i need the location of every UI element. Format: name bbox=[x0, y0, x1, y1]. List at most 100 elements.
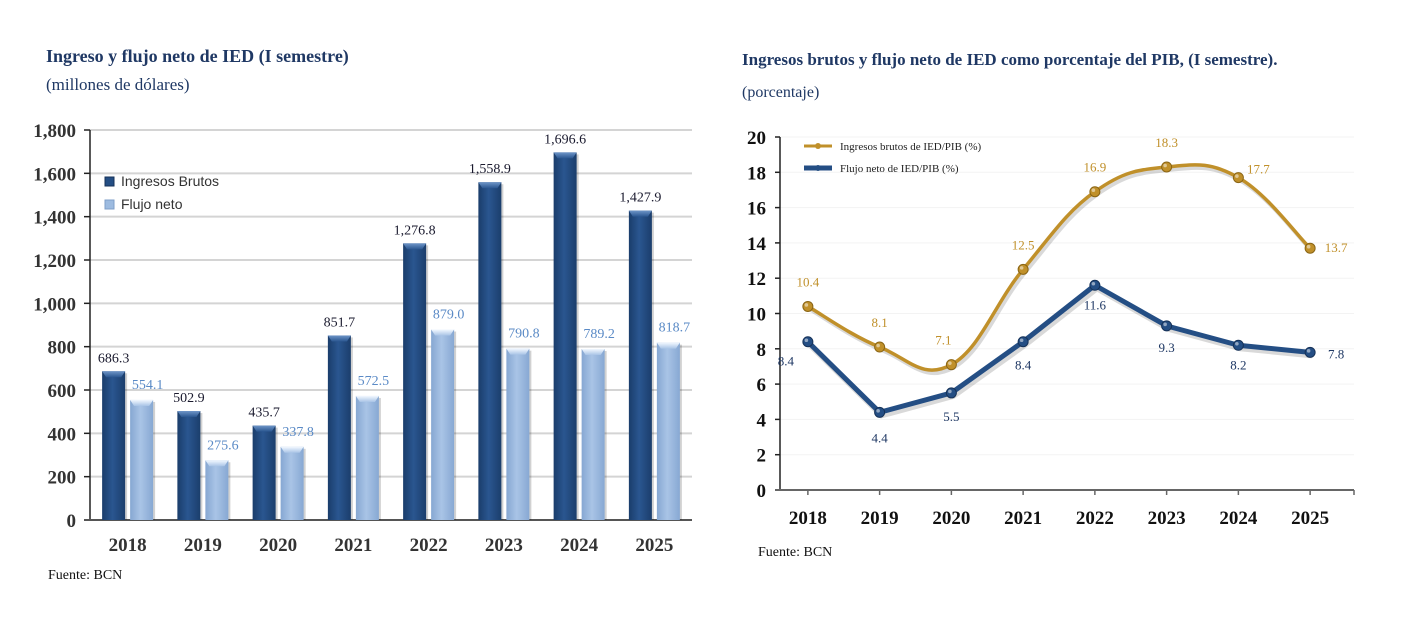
bar-flujo-neto bbox=[355, 395, 379, 520]
bar-flujo-neto bbox=[581, 349, 605, 520]
bar-bevel bbox=[431, 329, 455, 336]
x-tick-label: 2024 bbox=[560, 535, 599, 556]
data-point bbox=[1017, 263, 1029, 275]
data-label: 554.1 bbox=[132, 378, 164, 393]
data-label: 1,558.9 bbox=[469, 162, 511, 177]
y-tick-label: 1,800 bbox=[33, 121, 76, 142]
y-tick-label: 1,600 bbox=[33, 164, 76, 185]
data-point-highlight bbox=[1306, 244, 1311, 249]
data-label: 790.8 bbox=[508, 327, 540, 342]
bar-ingresos-brutos bbox=[478, 182, 502, 520]
data-label: 818.7 bbox=[659, 321, 691, 336]
data-point-highlight bbox=[1091, 188, 1096, 193]
y-tick-label: 0 bbox=[757, 481, 767, 502]
y-tick-label: 2 bbox=[757, 446, 767, 467]
y-tick-label: 1,000 bbox=[33, 294, 76, 315]
legend-label: Ingresos Brutos bbox=[121, 173, 219, 189]
y-tick-label: 4 bbox=[757, 410, 767, 431]
y-tick-label: 16 bbox=[747, 199, 766, 220]
data-point-highlight bbox=[1306, 349, 1311, 353]
data-label: 10.4 bbox=[797, 274, 820, 289]
data-label: 8.1 bbox=[872, 315, 888, 330]
y-tick-label: 14 bbox=[747, 234, 767, 255]
data-point-highlight bbox=[1091, 281, 1096, 286]
x-tick-label: 2019 bbox=[861, 508, 899, 529]
data-point-highlight bbox=[876, 343, 880, 348]
data-point-highlight bbox=[1019, 338, 1024, 343]
data-label: 7.8 bbox=[1328, 346, 1344, 361]
bar-bevel bbox=[403, 243, 427, 250]
line-ingresos-brutos bbox=[806, 163, 1312, 372]
data-label: 572.5 bbox=[358, 374, 390, 389]
data-point-highlight bbox=[804, 303, 809, 307]
bar-chart-subtitle: (millones de dólares) bbox=[46, 75, 190, 94]
y-tick-label: 200 bbox=[48, 468, 77, 489]
bar-bevel bbox=[130, 399, 154, 406]
data-label: 686.3 bbox=[98, 351, 130, 366]
bar-bevel bbox=[506, 348, 530, 355]
y-tick-label: 20 bbox=[747, 128, 766, 149]
y-tick-label: 8 bbox=[757, 340, 767, 361]
data-label: 1,696.6 bbox=[544, 132, 586, 147]
data-label: 8.4 bbox=[778, 354, 795, 369]
data-point bbox=[1304, 242, 1316, 254]
x-tick-label: 2018 bbox=[109, 535, 147, 556]
y-tick-label: 0 bbox=[67, 511, 77, 532]
bar-ingresos-brutos bbox=[102, 371, 126, 520]
x-tick-label: 2023 bbox=[1148, 508, 1186, 529]
data-label: 1,276.8 bbox=[394, 223, 436, 238]
data-point bbox=[802, 300, 814, 312]
y-tick-label: 1,400 bbox=[33, 208, 76, 229]
data-label: 13.7 bbox=[1325, 240, 1348, 255]
y-tick-label: 10 bbox=[747, 305, 766, 326]
data-label: 18.3 bbox=[1155, 135, 1178, 150]
data-label: 789.2 bbox=[583, 327, 615, 342]
bar-chart-title: Ingreso y flujo neto de IED (I semestre) bbox=[46, 46, 349, 66]
line-chart: 0 2 4 6 8 10 12 14 16 18 20 2018 2019 2020 2021 2022 202… bbox=[747, 128, 1355, 529]
legend-label: Ingresos brutos de IED/PIB (%) bbox=[840, 141, 981, 153]
x-tick-label: 2018 bbox=[789, 508, 827, 529]
bar-flujo-neto bbox=[656, 342, 680, 520]
data-label: 337.8 bbox=[282, 425, 314, 440]
x-tick-label: 2025 bbox=[1291, 508, 1329, 529]
data-point-highlight bbox=[876, 409, 880, 413]
line-chart-subtitle: (porcentaje) bbox=[742, 84, 820, 101]
bar-flujo-neto bbox=[431, 329, 455, 520]
data-label: 9.3 bbox=[1159, 340, 1175, 355]
legend-swatch bbox=[104, 199, 115, 210]
data-label: 5.5 bbox=[943, 409, 959, 424]
y-tick-label: 600 bbox=[48, 381, 77, 402]
data-point bbox=[945, 359, 957, 371]
data-label: 7.1 bbox=[935, 333, 951, 348]
bar-bevel bbox=[581, 349, 605, 356]
bar-flujo-neto bbox=[506, 348, 530, 520]
data-point bbox=[874, 341, 886, 353]
x-tick-label: 2022 bbox=[410, 535, 448, 556]
bar-bevel bbox=[656, 342, 680, 349]
legend-swatch bbox=[104, 176, 115, 187]
y-tick-label: 1,200 bbox=[33, 251, 76, 272]
x-tick-label: 2020 bbox=[259, 535, 297, 556]
bar-ingresos-brutos bbox=[628, 210, 652, 520]
x-tick-label: 2021 bbox=[1004, 508, 1042, 529]
data-point-highlight bbox=[1019, 266, 1024, 270]
y-tick-label: 800 bbox=[48, 338, 77, 359]
data-label: 8.4 bbox=[1015, 358, 1032, 373]
bar-chart-source: Fuente: BCN bbox=[48, 568, 123, 583]
data-point bbox=[1304, 346, 1316, 358]
data-point bbox=[802, 336, 814, 348]
bar-bevel bbox=[252, 425, 276, 432]
data-label: 1,427.9 bbox=[619, 191, 661, 206]
bar-bevel bbox=[628, 210, 652, 217]
data-label: 8.2 bbox=[1230, 357, 1246, 372]
line-flujo-neto bbox=[805, 282, 1313, 415]
bar-bevel bbox=[280, 446, 304, 453]
y-tick-label: 18 bbox=[747, 163, 766, 184]
data-point-highlight bbox=[948, 389, 952, 394]
bar-ingresos-brutos bbox=[403, 243, 427, 521]
x-tick-label: 2019 bbox=[184, 535, 222, 556]
data-label: 435.7 bbox=[248, 406, 280, 421]
data-label: 12.5 bbox=[1012, 237, 1035, 252]
bar-bevel bbox=[205, 460, 229, 467]
y-tick-label: 400 bbox=[48, 424, 77, 445]
